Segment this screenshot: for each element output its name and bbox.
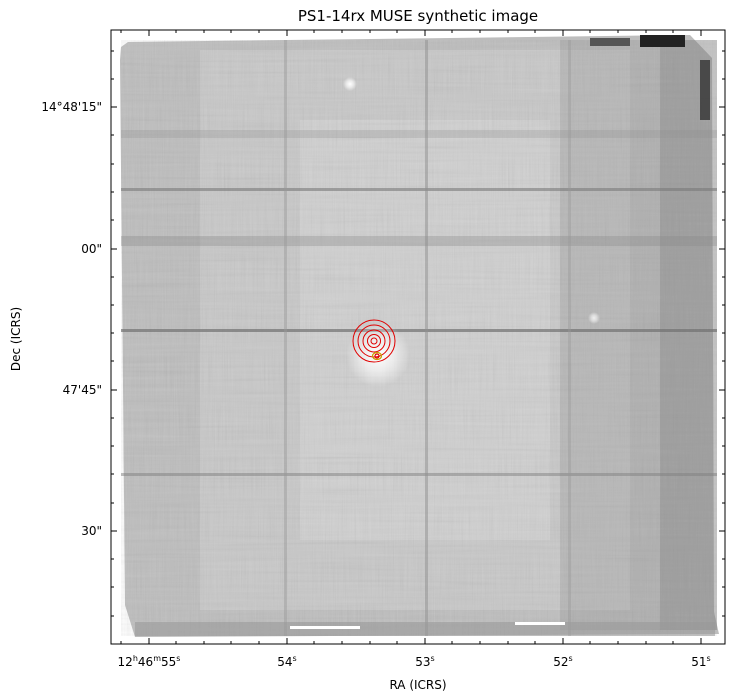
ra-tick-label: 12h46m55s xyxy=(118,654,181,669)
x-axis-label: RA (ICRS) xyxy=(389,678,446,692)
axis-ticks xyxy=(111,30,725,644)
ra-tick-label: 51s xyxy=(691,654,710,669)
figure-title: PS1-14rx MUSE synthetic image xyxy=(298,7,538,25)
dec-tick-label: 14°48'15" xyxy=(41,100,102,114)
dec-tick-label: 00" xyxy=(81,242,102,256)
ra-tick-label: 53s xyxy=(415,654,434,669)
transient-marker xyxy=(352,319,396,363)
plot-frame xyxy=(110,29,726,645)
synthetic-image xyxy=(111,30,725,644)
ra-tick-label: 52s xyxy=(553,654,572,669)
y-axis-label: Dec (ICRS) xyxy=(9,307,23,371)
host-marker xyxy=(371,351,383,361)
ra-tick-label: 54s xyxy=(277,654,296,669)
dec-tick-label: 47'45" xyxy=(63,383,102,397)
dec-tick-label: 30" xyxy=(81,524,102,538)
